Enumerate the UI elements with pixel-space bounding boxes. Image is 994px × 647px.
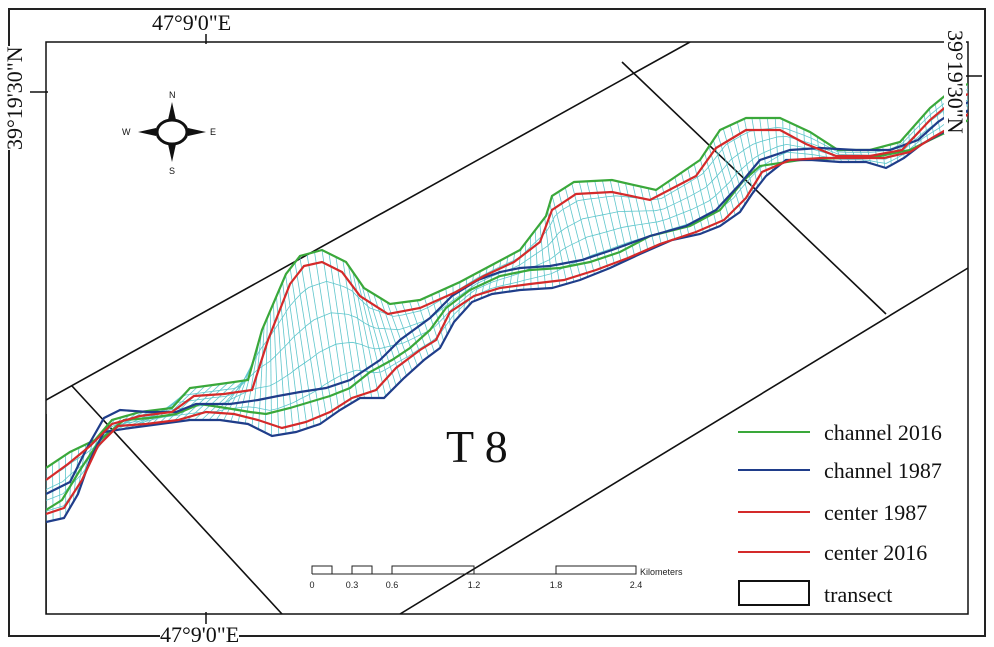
longitude-label-top: 47°9'0"E [152,12,231,34]
scale-tick-label: 0 [309,580,314,590]
scale-bar-segments [312,566,636,574]
legend-swatch-center-2016 [738,551,810,553]
scale-bar [312,566,636,574]
legend-item-channel-2016: channel 2016 [734,416,974,448]
compass-letter-e: E [210,127,216,137]
latitude-label-left: 39°19'30"N [4,46,26,150]
legend-label: center 2016 [824,540,927,566]
legend-swatch-channel-1987 [738,469,810,471]
legend-item-channel-1987: channel 1987 [734,454,974,486]
compass-letter-s: S [169,166,175,176]
scale-tick-label: 1.8 [550,580,563,590]
legend-label: channel 1987 [824,458,942,484]
longitude-label-bottom: 47°9'0"E [160,624,239,646]
compass-letter-w: W [122,127,131,137]
mesh-transverse-line [531,236,532,289]
legend-swatch-transect [738,580,810,606]
compass-west-point [138,128,156,136]
legend-label: transect [824,582,892,608]
compass-south-point [168,144,176,162]
legend-label: center 1987 [824,500,927,526]
compass-letter-n: N [169,90,176,100]
mesh-transverse-line [797,126,798,160]
legend-item-transect: transect [734,578,974,610]
mesh-transverse-line [790,123,791,161]
compass-east-point [188,128,206,136]
mesh-transverse-line [775,118,778,166]
latitude-label-right: 39°19'30"N [944,30,966,134]
scale-tick-label: 1.2 [468,580,481,590]
compass-north-point [168,102,176,120]
mesh-transverse-line [783,119,784,162]
mesh-transverse-line [535,230,538,289]
scale-bar-labels: 0 0.3 0.6 1.2 1.8 2.4 [309,580,642,590]
mesh-transverse-line [265,318,267,433]
transect-label: T 8 [446,420,508,473]
legend-label: channel 2016 [824,420,942,446]
legend-swatch-center-1987 [738,511,810,513]
legend-item-center-1987: center 1987 [734,496,974,528]
scale-tick-label: 0.3 [346,580,359,590]
mesh-transverse-line [300,256,327,419]
legend-item-center-2016: center 2016 [734,536,974,568]
compass-center-ring [157,120,187,144]
mesh-transverse-line [524,242,526,289]
legend-swatch-channel-2016 [738,431,810,433]
scale-tick-label: 0.6 [386,580,399,590]
compass-rose: N S E W [122,90,216,176]
transect-divider-right [622,62,886,314]
mesh-transverse-line [767,118,772,171]
scale-bar-unit: Kilometers [640,567,683,577]
scale-tick-label: 2.4 [630,580,643,590]
